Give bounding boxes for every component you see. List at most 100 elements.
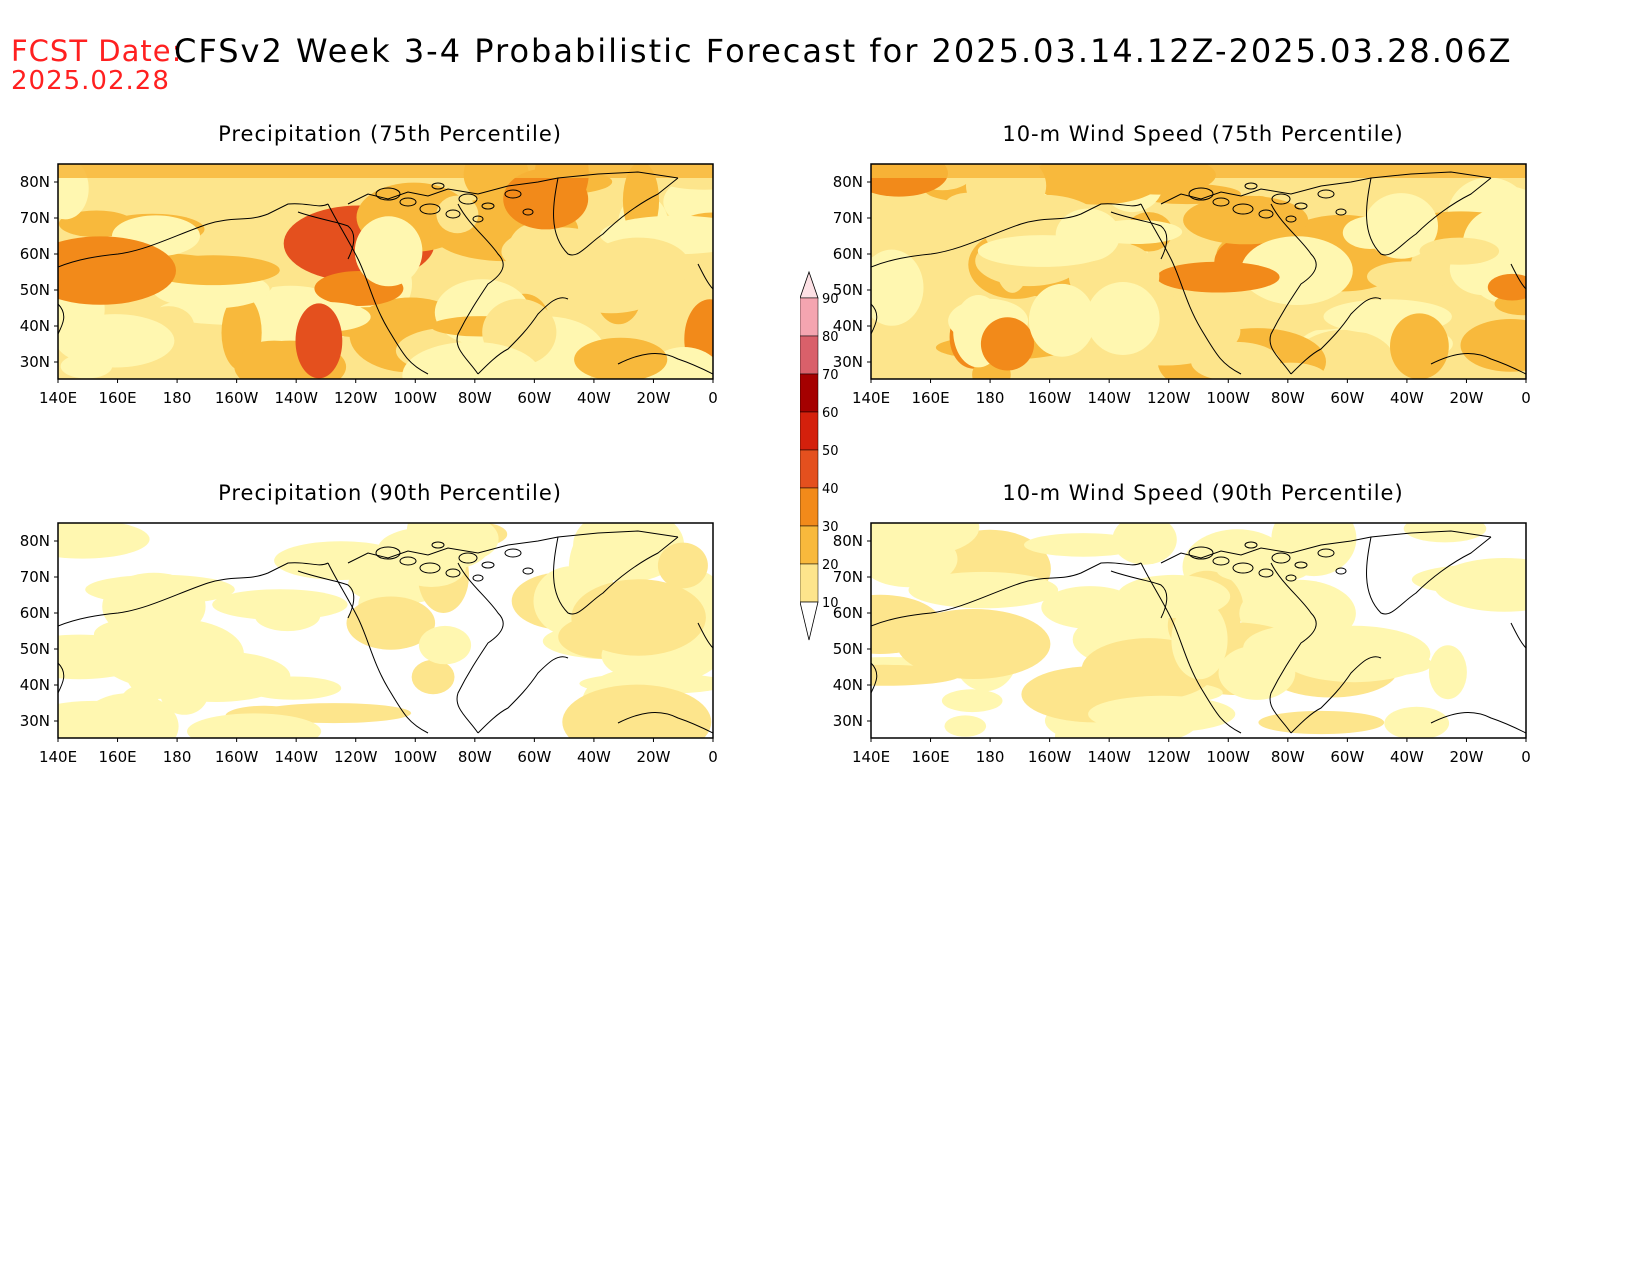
field-contour (1342, 216, 1398, 249)
lon-label: 140E (39, 389, 77, 407)
field-contour (1403, 523, 1487, 543)
coastline (1212, 556, 1230, 566)
coastline (419, 562, 441, 574)
colorbar-label: 50 (822, 444, 839, 459)
field-contour (980, 317, 1035, 371)
lon-label: 160E (98, 748, 136, 766)
coastline (297, 211, 355, 260)
coastline (871, 562, 1142, 627)
field-contour (1086, 282, 1160, 355)
colorbar-segment (800, 525, 819, 565)
lon-label: 20W (636, 748, 670, 766)
lat-label: 40N (20, 317, 50, 335)
field-contour (418, 625, 472, 665)
colorbar-segment (800, 601, 819, 641)
lat-label: 80N (20, 173, 50, 191)
colorbar-segment (800, 270, 819, 299)
colorbar-segment (800, 563, 819, 603)
field-contour (1171, 600, 1228, 680)
coastline (297, 570, 355, 619)
lat-label: 30N (20, 353, 50, 371)
coastline (481, 561, 495, 569)
coastline (347, 530, 679, 564)
lon-label: 160W (215, 748, 259, 766)
lon-label: 0 (1521, 389, 1531, 407)
field-contour (1183, 195, 1309, 245)
field-contour (1112, 523, 1177, 565)
panel-title: 10-m Wind Speed (90th Percentile) (1002, 481, 1404, 505)
coastline (871, 203, 1142, 268)
coastline (419, 203, 441, 215)
field-contour (871, 164, 1526, 178)
map-frame (57, 522, 714, 739)
panel-wind-75: 10-m Wind Speed (75th Percentile) 80N 70N… (813, 122, 1613, 442)
colorbar-segment (800, 335, 819, 375)
field-contour (346, 596, 436, 650)
field-contour (1041, 586, 1139, 629)
field-contour (411, 659, 455, 695)
field-contour (896, 609, 1051, 679)
coastline (456, 203, 504, 375)
map-frame (870, 163, 1527, 380)
coastline (472, 215, 484, 223)
lon-label: 0 (708, 748, 718, 766)
lon-label: 180 (163, 748, 192, 766)
field-contour (871, 254, 923, 321)
field-contour (1433, 558, 1526, 612)
coastline (697, 622, 713, 649)
coastline (1258, 209, 1274, 219)
lon-label: 160E (98, 389, 136, 407)
lon-label: 60W (1330, 748, 1364, 766)
lon-label: 60W (517, 389, 551, 407)
lat-label: 80N (833, 173, 863, 191)
lon-label: 120W (1147, 748, 1191, 766)
panel-title: 10-m Wind Speed (75th Percentile) (1002, 122, 1404, 146)
panel-title: Precipitation (75th Percentile) (218, 122, 562, 146)
field-contour (354, 216, 423, 287)
coastline (1290, 656, 1382, 734)
coastline (1317, 189, 1335, 199)
lat-label: 40N (833, 676, 863, 694)
lon-label: 140E (39, 748, 77, 766)
coastline (617, 712, 713, 734)
coastline (477, 656, 569, 734)
coastline (1285, 215, 1297, 223)
field-contour (1258, 710, 1385, 735)
map-frame (57, 163, 714, 380)
coastline (617, 353, 713, 375)
lon-label: 140W (274, 389, 318, 407)
fcst-date-value: 2025.02.28 (11, 66, 170, 96)
fcst-date-label: FCST Date: (11, 34, 183, 68)
colorbar-label: 20 (822, 558, 839, 573)
coastline (327, 203, 429, 375)
field-contour (97, 618, 244, 690)
coastline (1294, 202, 1308, 210)
field-contour (562, 684, 712, 738)
coastline (1232, 203, 1254, 215)
field-contour (117, 685, 161, 737)
lat-label: 70N (20, 209, 50, 227)
coastline (477, 297, 569, 375)
colorbar-label: 40 (822, 482, 839, 497)
field-contour (1419, 237, 1500, 265)
lon-label: 100W (1207, 389, 1251, 407)
lat-label: 50N (20, 640, 50, 658)
field-contour (1487, 273, 1526, 301)
coastline (58, 203, 329, 268)
coastline (1188, 187, 1214, 201)
lon-label: 60W (517, 748, 551, 766)
field-contour (58, 164, 713, 178)
coastline (1140, 562, 1242, 734)
lon-label: 80W (1271, 389, 1305, 407)
coastline (1430, 712, 1526, 734)
field-contour (587, 237, 691, 295)
colorbar-label: 90 (822, 292, 839, 307)
coastline (431, 541, 445, 549)
field-contour (58, 236, 176, 305)
lon-label: 40W (1390, 748, 1424, 766)
lat-label: 60N (20, 245, 50, 263)
field-contour (1241, 236, 1353, 305)
lon-label: 0 (708, 389, 718, 407)
lon-label: 100W (1207, 748, 1251, 766)
coastline (1269, 203, 1317, 375)
